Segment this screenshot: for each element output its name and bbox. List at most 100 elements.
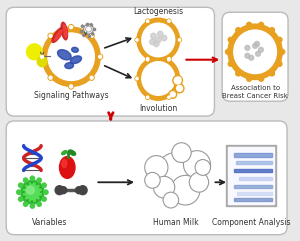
- Circle shape: [259, 22, 264, 27]
- Circle shape: [259, 47, 263, 52]
- Ellipse shape: [58, 50, 71, 60]
- Circle shape: [48, 33, 53, 38]
- Circle shape: [70, 26, 73, 29]
- Text: Human Milk: Human Milk: [153, 218, 199, 227]
- FancyBboxPatch shape: [222, 12, 288, 101]
- Text: Component Analysis: Component Analysis: [212, 218, 290, 227]
- Circle shape: [84, 24, 93, 34]
- Circle shape: [195, 160, 211, 175]
- Circle shape: [40, 55, 43, 58]
- Circle shape: [168, 58, 170, 60]
- Circle shape: [234, 30, 276, 74]
- Ellipse shape: [59, 157, 75, 178]
- Circle shape: [27, 44, 42, 60]
- Circle shape: [280, 49, 285, 54]
- Circle shape: [228, 24, 282, 80]
- Circle shape: [236, 28, 241, 33]
- Circle shape: [42, 183, 46, 187]
- Bar: [91, 33, 94, 35]
- Circle shape: [156, 37, 161, 43]
- Ellipse shape: [70, 56, 82, 64]
- Circle shape: [99, 55, 102, 58]
- Circle shape: [89, 33, 94, 38]
- Bar: [88, 35, 89, 37]
- Circle shape: [168, 20, 170, 22]
- Circle shape: [253, 43, 257, 48]
- Circle shape: [48, 75, 53, 80]
- Ellipse shape: [62, 151, 67, 154]
- Circle shape: [142, 62, 175, 95]
- Text: Signaling Pathways: Signaling Pathways: [34, 91, 108, 100]
- Bar: [228, 147, 274, 204]
- Circle shape: [177, 85, 182, 91]
- Circle shape: [40, 54, 44, 59]
- Circle shape: [167, 58, 171, 62]
- Circle shape: [42, 197, 46, 201]
- Ellipse shape: [55, 30, 62, 40]
- Circle shape: [255, 41, 260, 46]
- Circle shape: [145, 156, 168, 179]
- Circle shape: [69, 25, 74, 30]
- Circle shape: [245, 53, 250, 58]
- Circle shape: [27, 186, 34, 194]
- Circle shape: [146, 19, 150, 23]
- Circle shape: [70, 85, 73, 88]
- Bar: [234, 198, 272, 201]
- Circle shape: [78, 186, 87, 195]
- Circle shape: [183, 151, 211, 178]
- Circle shape: [154, 41, 159, 47]
- Circle shape: [146, 58, 149, 60]
- Circle shape: [189, 172, 208, 192]
- Circle shape: [42, 27, 100, 86]
- Circle shape: [17, 190, 21, 194]
- Ellipse shape: [69, 150, 76, 155]
- Text: Lactogenesis: Lactogenesis: [133, 7, 183, 16]
- Circle shape: [89, 75, 94, 80]
- Ellipse shape: [61, 22, 68, 40]
- Circle shape: [178, 38, 182, 42]
- Circle shape: [170, 92, 175, 97]
- FancyBboxPatch shape: [6, 121, 287, 235]
- Circle shape: [136, 77, 138, 80]
- Circle shape: [76, 187, 82, 194]
- Circle shape: [174, 77, 181, 84]
- Circle shape: [37, 57, 47, 67]
- Circle shape: [245, 45, 250, 50]
- Bar: [93, 28, 95, 30]
- Circle shape: [175, 84, 184, 93]
- Bar: [234, 169, 272, 172]
- Circle shape: [171, 175, 200, 205]
- Circle shape: [146, 58, 150, 62]
- Circle shape: [167, 95, 171, 99]
- Circle shape: [167, 57, 171, 61]
- Ellipse shape: [65, 63, 74, 69]
- Circle shape: [247, 22, 251, 27]
- Circle shape: [178, 39, 181, 41]
- Circle shape: [150, 39, 155, 45]
- Circle shape: [146, 57, 150, 61]
- Circle shape: [30, 204, 34, 208]
- Ellipse shape: [52, 27, 63, 42]
- Circle shape: [19, 197, 23, 201]
- Circle shape: [249, 55, 254, 60]
- Circle shape: [69, 84, 74, 89]
- Circle shape: [247, 76, 251, 81]
- Circle shape: [137, 18, 180, 62]
- Bar: [81, 25, 84, 28]
- Ellipse shape: [72, 47, 78, 52]
- Circle shape: [178, 76, 182, 80]
- Circle shape: [55, 186, 64, 195]
- Bar: [226, 145, 276, 206]
- Ellipse shape: [64, 25, 67, 37]
- Circle shape: [168, 59, 170, 61]
- Circle shape: [37, 178, 41, 182]
- Circle shape: [21, 180, 44, 204]
- Bar: [234, 153, 272, 157]
- Circle shape: [163, 192, 178, 208]
- Bar: [80, 30, 82, 32]
- Circle shape: [60, 187, 67, 194]
- Circle shape: [19, 183, 23, 187]
- FancyBboxPatch shape: [6, 7, 214, 116]
- Circle shape: [49, 76, 52, 79]
- Circle shape: [49, 34, 52, 37]
